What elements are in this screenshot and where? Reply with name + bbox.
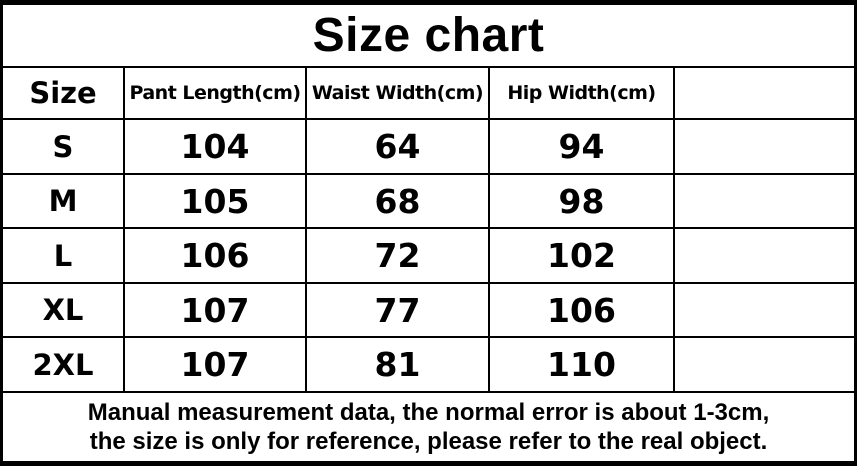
column-header-empty: [675, 68, 854, 120]
size-cell-xl: XL: [3, 284, 125, 338]
size-cell-m: M: [3, 175, 125, 229]
hip-width-cell-2xl: 110: [490, 338, 675, 393]
waist-width-cell-xl: 77: [307, 284, 490, 338]
size-cell-s: S: [3, 120, 125, 175]
empty-cell-s: [675, 120, 854, 175]
page-title: Size chart: [3, 5, 854, 68]
measurement-note: Manual measurement data, the normal erro…: [3, 393, 854, 461]
size-cell-2xl: 2XL: [3, 338, 125, 393]
pant-length-cell-s: 104: [125, 120, 307, 175]
column-header-pant-length: Pant Length(cm): [125, 68, 307, 120]
hip-width-cell-m: 98: [490, 175, 675, 229]
empty-cell-xl: [675, 284, 854, 338]
hip-width-cell-l: 102: [490, 229, 675, 284]
column-header-hip-width: Hip Width(cm): [490, 68, 675, 120]
pant-length-cell-m: 105: [125, 175, 307, 229]
measurement-note-line-1: Manual measurement data, the normal erro…: [87, 399, 770, 426]
pant-length-cell-2xl: 107: [125, 338, 307, 393]
size-cell-l: L: [3, 229, 125, 284]
hip-width-cell-s: 94: [490, 120, 675, 175]
waist-width-cell-2xl: 81: [307, 338, 490, 393]
waist-width-cell-l: 72: [307, 229, 490, 284]
waist-width-cell-m: 68: [307, 175, 490, 229]
empty-cell-l: [675, 229, 854, 284]
hip-width-cell-xl: 106: [490, 284, 675, 338]
column-header-waist-width: Waist Width(cm): [307, 68, 490, 120]
pant-length-cell-xl: 107: [125, 284, 307, 338]
measurement-note-line-2: the size is only for reference, please r…: [89, 428, 768, 455]
pant-length-cell-l: 106: [125, 229, 307, 284]
column-header-size: Size: [3, 68, 125, 120]
waist-width-cell-s: 64: [307, 120, 490, 175]
empty-cell-2xl: [675, 338, 854, 393]
empty-cell-m: [675, 175, 854, 229]
